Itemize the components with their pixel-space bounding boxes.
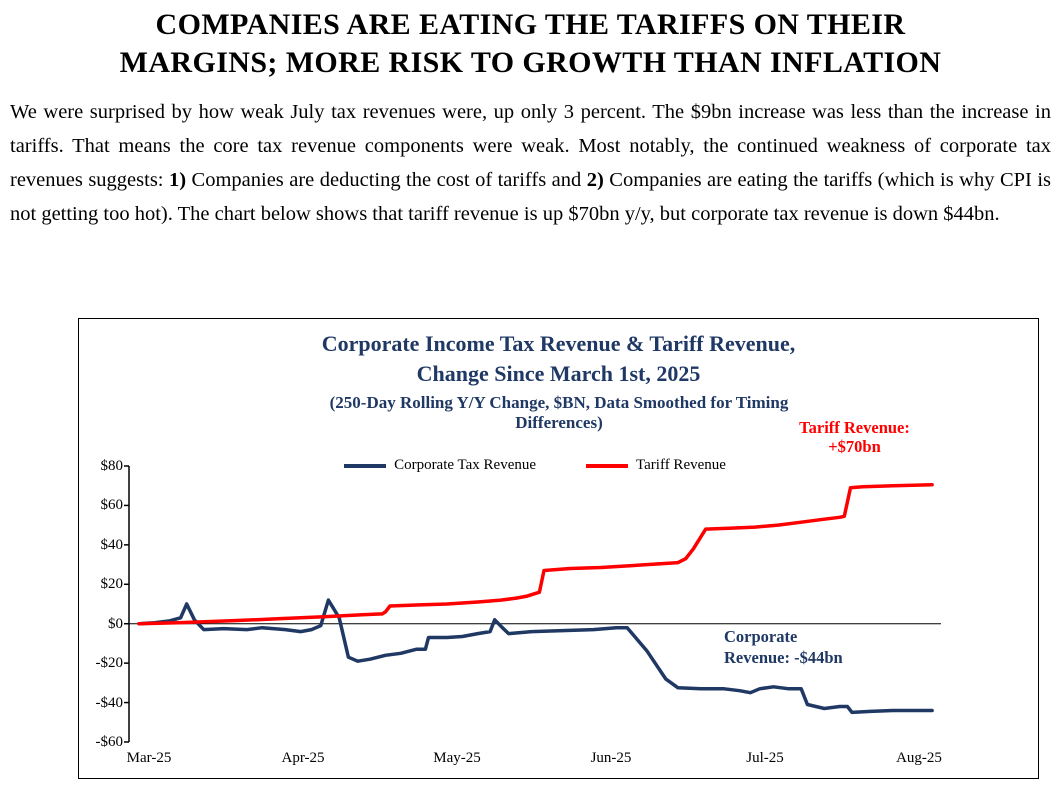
paragraph-segment: Companies are eating the tariffs (which … bbox=[10, 169, 1052, 225]
y-tick-label: -$60 bbox=[95, 734, 124, 750]
y-tick-label: $20 bbox=[100, 576, 124, 593]
series-line-tariff-revenue bbox=[137, 482, 934, 626]
tariff-legend-line-icon bbox=[586, 463, 629, 468]
headline-line2: MARGINS; MORE RISK TO GROWTH THAN INFLAT… bbox=[119, 46, 942, 79]
legend-label-corporate: Corporate Tax Revenue bbox=[394, 457, 537, 473]
chart-title: Corporate Income Tax Revenue & Tariff Re… bbox=[79, 329, 1038, 389]
legend-label-tariff: Tariff Revenue bbox=[636, 457, 726, 473]
x-tick-label: Jul-25 bbox=[746, 750, 784, 766]
legend-item-tariff: Tariff Revenue bbox=[586, 457, 726, 474]
tariff-annotation: Tariff Revenue: +$70bn bbox=[767, 418, 942, 456]
chart-title-line2: Change Since March 1st, 2025 bbox=[416, 361, 701, 386]
paragraph-segment: Companies are deducting the cost of tari… bbox=[186, 169, 587, 191]
y-tick-label: $80 bbox=[100, 458, 124, 474]
y-tick-label: -$20 bbox=[95, 655, 124, 672]
tariff-annotation-line1: Tariff Revenue: bbox=[799, 418, 910, 437]
chart-legend: Corporate Tax Revenue Tariff Revenue bbox=[129, 457, 941, 474]
paragraph-bold-segment: 1) bbox=[168, 169, 187, 191]
y-tick-label: $0 bbox=[108, 615, 123, 632]
x-tick-label: Aug-25 bbox=[896, 750, 942, 766]
corporate-annotation: Corporate Revenue: -$44bn bbox=[724, 626, 843, 668]
x-tick-label: May-25 bbox=[433, 750, 481, 766]
series-line-corporate-tax-revenue bbox=[137, 598, 934, 715]
y-tick-label: -$40 bbox=[95, 694, 124, 711]
chart-title-line1: Corporate Income Tax Revenue & Tariff Re… bbox=[321, 331, 796, 356]
corporate-annotation-line1: Corporate bbox=[724, 627, 798, 646]
chart-container: Corporate Income Tax Revenue & Tariff Re… bbox=[78, 318, 1039, 779]
x-tick-label: Jun-25 bbox=[590, 750, 632, 766]
chart-subtitle-line1: (250-Day Rolling Y/Y Change, $BN, Data S… bbox=[329, 393, 789, 412]
corporate-legend-line-icon bbox=[344, 463, 387, 468]
plot-area: Corporate Revenue: -$44bn bbox=[124, 465, 941, 743]
x-tick-label: Mar-25 bbox=[126, 750, 172, 766]
y-tick-label: $40 bbox=[100, 536, 124, 553]
x-tick-label: Apr-25 bbox=[281, 750, 325, 766]
chart-subtitle-line2: Differences) bbox=[515, 413, 603, 432]
legend-item-corporate: Corporate Tax Revenue bbox=[344, 457, 536, 474]
chart-subtitle: (250-Day Rolling Y/Y Change, $BN, Data S… bbox=[249, 393, 869, 433]
paragraph-segment: We were surprised by how weak July tax r… bbox=[10, 101, 1051, 191]
tariff-annotation-line2: +$70bn bbox=[828, 437, 881, 456]
headline: COMPANIES ARE EATING THE TARIFFS ON THEI… bbox=[0, 0, 1061, 82]
headline-line1: COMPANIES ARE EATING THE TARIFFS ON THEI… bbox=[155, 8, 906, 41]
chart-svg bbox=[124, 465, 941, 743]
corporate-annotation-line2: Revenue: -$44bn bbox=[724, 648, 843, 667]
body-paragraph: We were surprised by how weak July tax r… bbox=[10, 95, 1051, 231]
y-tick-label: $60 bbox=[100, 497, 124, 514]
paragraph-bold-segment: 2) bbox=[586, 169, 604, 191]
